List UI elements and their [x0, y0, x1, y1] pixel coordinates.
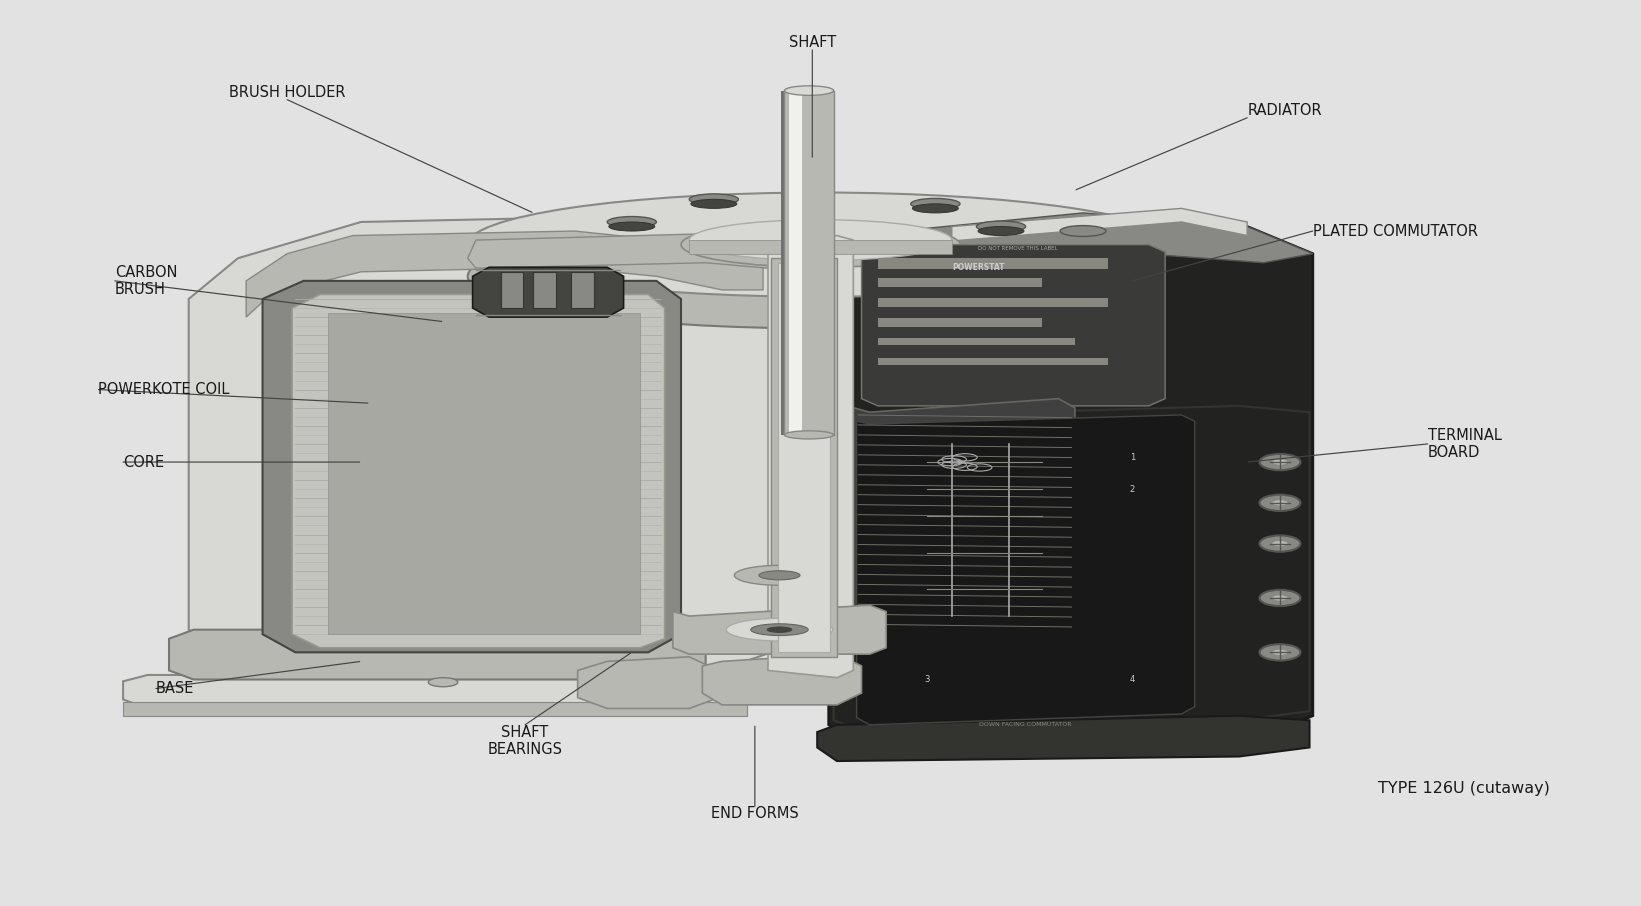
- Polygon shape: [292, 294, 665, 648]
- Text: PLATED COMMUTATOR: PLATED COMMUTATOR: [1313, 224, 1479, 238]
- Polygon shape: [829, 213, 1313, 752]
- Ellipse shape: [912, 204, 958, 213]
- Bar: [878, 278, 1042, 287]
- Polygon shape: [169, 630, 706, 680]
- Polygon shape: [857, 415, 1195, 725]
- Polygon shape: [246, 231, 763, 317]
- Polygon shape: [473, 267, 624, 317]
- Ellipse shape: [609, 222, 655, 231]
- Bar: [878, 338, 1075, 345]
- Ellipse shape: [1259, 454, 1300, 470]
- Polygon shape: [768, 236, 853, 678]
- Bar: [781, 91, 791, 435]
- Text: SHAFT
BEARINGS: SHAFT BEARINGS: [487, 725, 563, 757]
- Text: SHAFT: SHAFT: [789, 34, 835, 50]
- Ellipse shape: [1259, 644, 1300, 660]
- Ellipse shape: [1272, 540, 1288, 547]
- Polygon shape: [853, 399, 1075, 634]
- Ellipse shape: [758, 571, 801, 580]
- Text: 3: 3: [924, 675, 930, 684]
- Polygon shape: [952, 208, 1247, 241]
- Text: RADIATOR: RADIATOR: [1247, 102, 1321, 118]
- Bar: [878, 298, 1108, 307]
- Bar: [789, 91, 802, 435]
- Text: TERMINAL
BOARD: TERMINAL BOARD: [1428, 428, 1502, 460]
- Ellipse shape: [976, 221, 1026, 232]
- Ellipse shape: [1259, 590, 1300, 606]
- Polygon shape: [578, 657, 719, 708]
- Text: BRUSH HOLDER: BRUSH HOLDER: [230, 84, 345, 100]
- Bar: [784, 91, 834, 435]
- Ellipse shape: [766, 627, 791, 632]
- Text: TYPE 126U (cutaway): TYPE 126U (cutaway): [1378, 781, 1551, 795]
- Text: CORE: CORE: [123, 455, 164, 469]
- Ellipse shape: [735, 565, 824, 585]
- Bar: [533, 272, 556, 308]
- Ellipse shape: [691, 199, 737, 208]
- Ellipse shape: [428, 678, 458, 687]
- Polygon shape: [817, 716, 1310, 761]
- Bar: [878, 318, 1042, 327]
- Polygon shape: [853, 213, 1313, 267]
- Polygon shape: [123, 702, 747, 716]
- Ellipse shape: [1060, 226, 1106, 236]
- Bar: [878, 258, 1108, 269]
- Ellipse shape: [1272, 458, 1288, 466]
- Ellipse shape: [607, 217, 656, 227]
- Text: POWERKOTE COIL: POWERKOTE COIL: [98, 382, 230, 397]
- Text: POWERSTAT: POWERSTAT: [952, 263, 1004, 272]
- Ellipse shape: [689, 219, 952, 261]
- Polygon shape: [189, 217, 771, 684]
- Ellipse shape: [725, 618, 832, 641]
- Text: DO NOT REMOVE THIS LABEL: DO NOT REMOVE THIS LABEL: [978, 246, 1057, 251]
- Ellipse shape: [750, 623, 807, 636]
- Ellipse shape: [681, 222, 960, 267]
- Polygon shape: [673, 605, 886, 654]
- Text: END FORMS: END FORMS: [711, 806, 799, 822]
- Text: 4: 4: [1129, 675, 1136, 684]
- Text: DOWN FACING COMMUTATOR: DOWN FACING COMMUTATOR: [980, 722, 1072, 728]
- Ellipse shape: [911, 198, 960, 209]
- Text: BASE: BASE: [156, 681, 194, 696]
- Bar: [571, 272, 594, 308]
- Ellipse shape: [1272, 500, 1288, 506]
- Bar: [328, 313, 640, 634]
- Bar: [501, 272, 523, 308]
- Polygon shape: [689, 240, 952, 254]
- Ellipse shape: [1259, 495, 1300, 511]
- Ellipse shape: [978, 226, 1024, 236]
- Ellipse shape: [689, 194, 738, 205]
- Ellipse shape: [468, 224, 1173, 328]
- Bar: [771, 258, 837, 657]
- Bar: [878, 358, 1108, 365]
- Polygon shape: [468, 234, 768, 268]
- Ellipse shape: [1272, 594, 1288, 602]
- Text: 2: 2: [1129, 485, 1136, 494]
- Ellipse shape: [784, 86, 834, 95]
- Polygon shape: [862, 245, 1165, 406]
- Ellipse shape: [468, 193, 1173, 297]
- Polygon shape: [834, 406, 1310, 732]
- Polygon shape: [123, 675, 747, 708]
- Polygon shape: [702, 654, 862, 705]
- Ellipse shape: [1259, 535, 1300, 552]
- Ellipse shape: [784, 430, 834, 439]
- Polygon shape: [263, 281, 681, 652]
- Bar: [778, 263, 830, 652]
- Text: 1: 1: [1129, 453, 1136, 462]
- Text: CARBON
BRUSH: CARBON BRUSH: [115, 265, 177, 297]
- Ellipse shape: [1272, 649, 1288, 655]
